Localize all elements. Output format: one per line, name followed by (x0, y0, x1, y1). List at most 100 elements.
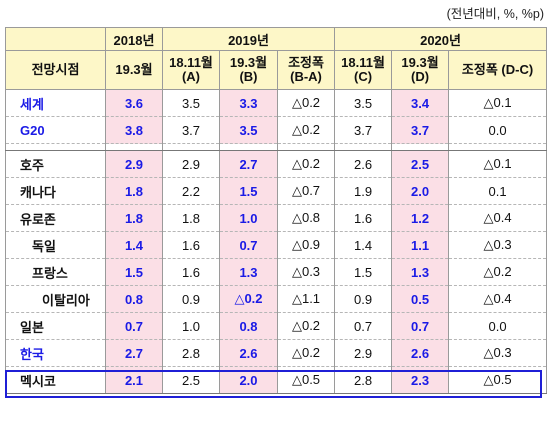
value-cell: 0.7 (219, 231, 278, 259)
table-row: 유로존 1.8 1.8 1.0 △0.8 1.6 1.2 △0.4 (5, 204, 548, 232)
value-cell: 1.0 (219, 204, 278, 232)
country-label: 유로존 (5, 204, 106, 232)
value-cell: △0.2 (276, 312, 336, 340)
value-cell: 2.5 (162, 366, 220, 394)
value-cell: △0.5 (448, 366, 548, 394)
value-cell: △0.4 (448, 204, 548, 232)
value-cell: 3.5 (219, 116, 278, 144)
value-cell: 1.9 (334, 177, 393, 205)
col-2018-mar: 19.3월 (105, 50, 163, 90)
value-cell: 2.6 (219, 339, 278, 367)
value-cell: 1.6 (334, 204, 393, 232)
country-label: 일본 (5, 312, 106, 340)
value-cell: △0.2 (276, 150, 336, 178)
value-cell: △0.2 (448, 258, 548, 286)
value-cell: 2.8 (334, 366, 393, 394)
value-cell: △0.1 (448, 89, 548, 117)
col-2020-mar-d: 19.3월 (D) (391, 50, 450, 90)
value-cell: 1.8 (105, 204, 163, 232)
table-row: 이탈리아 0.8 0.9 △0.2 △1.1 0.9 0.5 △0.4 (5, 285, 548, 313)
value-cell: △0.2 (219, 285, 278, 313)
value-cell: 1.3 (219, 258, 278, 286)
table-row: 멕시코 2.1 2.5 2.0 △0.5 2.8 2.3 △0.5 (5, 366, 548, 394)
growth-outlook-table: 2018년 2019년 2020년 전망시점 19.3월 18.11월 (A) … (5, 27, 548, 394)
value-cell: △0.4 (448, 285, 548, 313)
value-cell: △0.5 (276, 366, 336, 394)
value-cell: 0.0 (448, 116, 548, 144)
value-cell: △0.3 (448, 231, 548, 259)
value-cell: 2.8 (162, 339, 220, 367)
value-cell: 2.9 (162, 150, 220, 178)
value-cell: 2.6 (334, 150, 393, 178)
outlook-label: 전망시점 (5, 50, 106, 90)
value-cell: 3.6 (105, 89, 163, 117)
value-cell: 0.7 (105, 312, 163, 340)
table-row: 일본 0.7 1.0 0.8 △0.2 0.7 0.7 0.0 (5, 312, 548, 340)
value-cell: △0.2 (276, 89, 336, 117)
value-cell: 0.7 (391, 312, 450, 340)
value-cell: 2.3 (391, 366, 450, 394)
country-label: 캐나다 (5, 177, 106, 205)
value-cell: △0.1 (448, 150, 548, 178)
table-row: G20 3.8 3.7 3.5 △0.2 3.7 3.7 0.0 (5, 116, 548, 144)
value-cell: 3.7 (391, 116, 450, 144)
value-cell: 2.0 (391, 177, 450, 205)
value-cell: 3.4 (391, 89, 450, 117)
table-row: 한국 2.7 2.8 2.6 △0.2 2.9 2.6 △0.3 (5, 339, 548, 367)
col-2019-nov-a: 18.11월 (A) (162, 50, 220, 90)
year-2018: 2018년 (105, 27, 163, 51)
value-cell: 2.6 (391, 339, 450, 367)
value-cell: 2.5 (391, 150, 450, 178)
table-row: 독일 1.4 1.6 0.7 △0.9 1.4 1.1 △0.3 (5, 231, 548, 259)
value-cell: 3.5 (162, 89, 220, 117)
country-label: 독일 (5, 231, 106, 259)
value-cell: 1.1 (391, 231, 450, 259)
value-cell: 0.9 (162, 285, 220, 313)
value-cell: 0.9 (334, 285, 393, 313)
col-2020-nov-c: 18.11월 (C) (334, 50, 393, 90)
value-cell: 1.0 (162, 312, 220, 340)
unit-note: (전년대비, %, %p) (446, 7, 544, 21)
value-cell: △0.3 (276, 258, 336, 286)
value-cell: 3.7 (334, 116, 393, 144)
header-row-columns: 전망시점 19.3월 18.11월 (A) 19.3월 (B) 조정폭 (B-A… (5, 50, 548, 90)
table-row: 세계 3.6 3.5 3.3 △0.2 3.5 3.4 △0.1 (5, 89, 548, 117)
year-2019: 2019년 (161, 27, 336, 51)
value-cell: 2.2 (162, 177, 220, 205)
value-cell: △0.9 (276, 231, 336, 259)
header-row-years: 2018년 2019년 2020년 (5, 27, 548, 51)
country-label: 멕시코 (5, 366, 106, 394)
table-row: 프랑스 1.5 1.6 1.3 △0.3 1.5 1.3 △0.2 (5, 258, 548, 286)
country-label: 호주 (5, 150, 106, 178)
value-cell: 2.7 (105, 339, 163, 367)
value-cell: 0.1 (448, 177, 548, 205)
value-cell: 1.6 (162, 258, 220, 286)
col-2019-mar-b: 19.3월 (B) (219, 50, 278, 90)
value-cell: 1.2 (391, 204, 450, 232)
value-cell: 3.8 (105, 116, 163, 144)
value-cell: 1.5 (105, 258, 163, 286)
value-cell: 0.0 (448, 312, 548, 340)
country-label: 프랑스 (5, 258, 106, 286)
country-label: 세계 (5, 89, 106, 117)
country-label: 이탈리아 (5, 285, 106, 313)
value-cell: 3.5 (334, 89, 393, 117)
group-separator (5, 143, 548, 151)
value-cell: 3.3 (219, 89, 278, 117)
value-cell: 2.1 (105, 366, 163, 394)
value-cell: 2.0 (219, 366, 278, 394)
value-cell: 1.8 (105, 177, 163, 205)
header-empty-cell (5, 27, 106, 51)
value-cell: 0.5 (391, 285, 450, 313)
value-cell: 3.7 (162, 116, 220, 144)
value-cell: 1.4 (105, 231, 163, 259)
value-cell: 1.8 (162, 204, 220, 232)
value-cell: 1.5 (219, 177, 278, 205)
value-cell: △0.2 (276, 339, 336, 367)
value-cell: 0.7 (334, 312, 393, 340)
value-cell: 2.7 (219, 150, 278, 178)
value-cell: 0.8 (219, 312, 278, 340)
year-2020: 2020년 (334, 27, 548, 51)
value-cell: △1.1 (276, 285, 336, 313)
country-label: 한국 (5, 339, 106, 367)
